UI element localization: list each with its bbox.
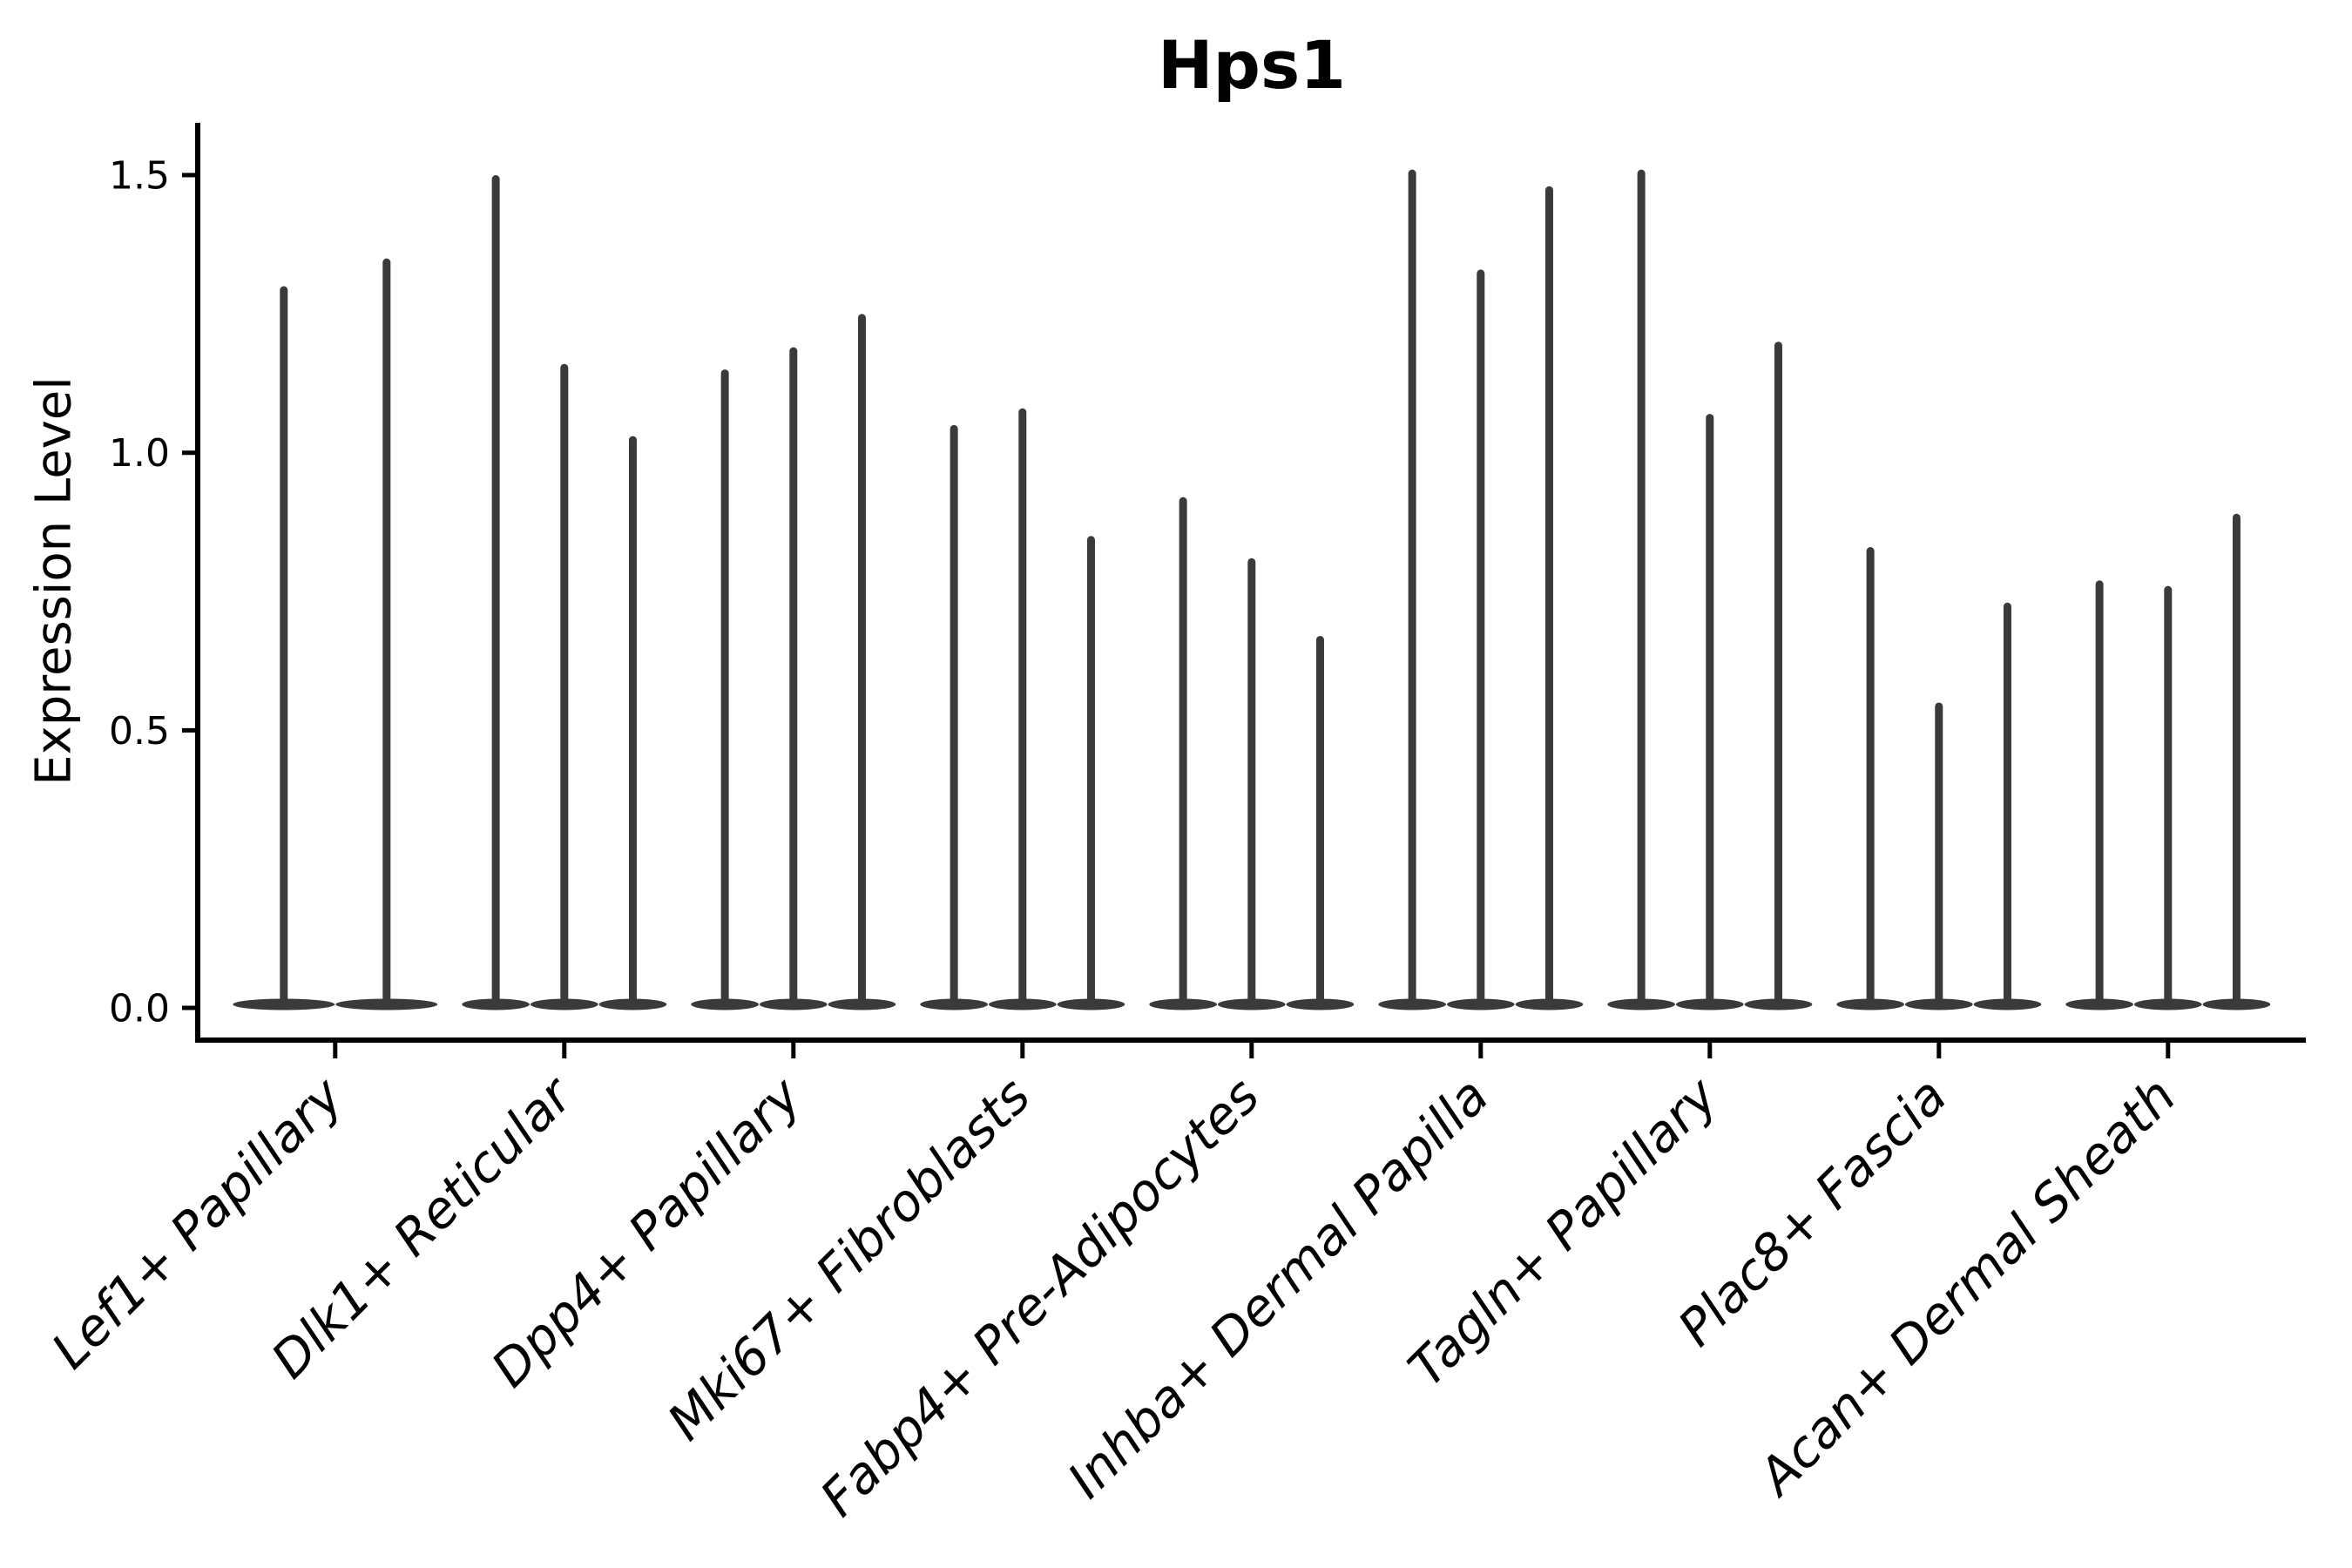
- y-tick-label: 1.5: [109, 153, 170, 198]
- violin-spike: [1706, 414, 1714, 1008]
- y-tick-label: 0.5: [109, 709, 170, 754]
- violin-spike: [1018, 408, 1027, 1008]
- violin-spike: [1477, 269, 1485, 1008]
- violin-spike: [789, 347, 798, 1008]
- chart-title: Hps1: [1157, 26, 1347, 104]
- violin-spike: [382, 258, 391, 1008]
- violin-spike: [1774, 341, 1782, 1008]
- violin-spike: [2232, 513, 2240, 1008]
- violin-spike: [1179, 497, 1187, 1008]
- x-tick-label: Inhba+ Dermal Papilla: [1057, 1066, 1500, 1510]
- violin-spike: [1866, 547, 1875, 1008]
- x-tick-label: Acan+ Dermal Sheath: [1745, 1066, 2187, 1509]
- violin-spike: [1247, 558, 1256, 1008]
- violin-spike: [1544, 186, 1553, 1008]
- y-tick-label: 0.0: [109, 986, 170, 1031]
- violin-spike: [491, 175, 500, 1009]
- violin-spike: [857, 314, 866, 1008]
- violin-spike: [950, 424, 958, 1009]
- violin-spike: [280, 286, 288, 1008]
- violin-spike: [1637, 169, 1646, 1008]
- violin-spike: [560, 363, 569, 1008]
- violin-spike: [1935, 702, 1943, 1008]
- x-tick-label: Fabp4+ Pre-Adipocytes: [809, 1066, 1271, 1528]
- violin-spike: [1315, 636, 1324, 1008]
- violin-spike: [1408, 169, 1416, 1008]
- violin-spike: [2095, 580, 2104, 1008]
- violin-spike: [720, 369, 729, 1009]
- y-tick-label: 1.0: [109, 431, 170, 476]
- y-axis-title: Expression Level: [25, 376, 83, 786]
- violin-spike: [628, 436, 637, 1008]
- violin-spike: [2003, 602, 2011, 1008]
- violin-spike: [1086, 536, 1095, 1008]
- violin-spike: [2164, 585, 2173, 1008]
